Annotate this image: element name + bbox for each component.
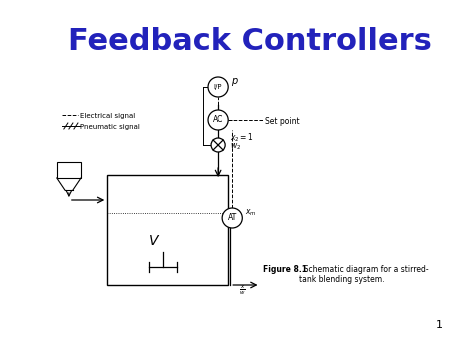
Text: Figure 8.1: Figure 8.1 bbox=[264, 265, 307, 274]
Text: Feedback Controllers: Feedback Controllers bbox=[68, 27, 432, 56]
Text: AT: AT bbox=[228, 214, 237, 222]
Text: V: V bbox=[148, 234, 158, 248]
Text: Set point: Set point bbox=[266, 118, 300, 126]
Text: Pneumatic signal: Pneumatic signal bbox=[80, 124, 140, 130]
Text: Electrical signal: Electrical signal bbox=[80, 113, 135, 119]
Bar bbox=[107, 175, 228, 285]
Circle shape bbox=[208, 77, 228, 97]
Circle shape bbox=[211, 138, 225, 152]
Text: AC: AC bbox=[213, 116, 223, 124]
Text: Schematic diagram for a stirred-
tank blending system.: Schematic diagram for a stirred- tank bl… bbox=[299, 265, 428, 284]
Circle shape bbox=[222, 208, 242, 228]
Text: 1: 1 bbox=[436, 320, 443, 330]
Text: $w_2$: $w_2$ bbox=[230, 142, 241, 152]
Text: $\frac{x}{w}$: $\frac{x}{w}$ bbox=[239, 284, 246, 297]
Text: Chapter 8: Chapter 8 bbox=[18, 127, 33, 211]
Circle shape bbox=[208, 110, 228, 130]
Text: $x_2 = 1$: $x_2 = 1$ bbox=[230, 132, 254, 145]
Text: $x_m$: $x_m$ bbox=[245, 208, 257, 218]
Bar bbox=[57, 162, 81, 178]
Text: $p$: $p$ bbox=[231, 76, 239, 88]
Text: I/P: I/P bbox=[214, 84, 222, 90]
